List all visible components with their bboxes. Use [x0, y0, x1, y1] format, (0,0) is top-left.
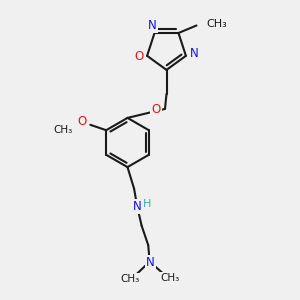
Text: CH₃: CH₃ [53, 124, 72, 135]
Text: H: H [142, 199, 151, 209]
Text: N: N [190, 47, 199, 60]
Text: N: N [148, 19, 157, 32]
Text: O: O [78, 115, 87, 128]
Text: N: N [133, 200, 142, 213]
Text: CH₃: CH₃ [160, 273, 179, 283]
Text: CH₃: CH₃ [206, 19, 227, 29]
Text: N: N [146, 256, 155, 269]
Text: CH₃: CH₃ [120, 274, 139, 284]
Text: O: O [134, 50, 143, 63]
Text: O: O [152, 103, 160, 116]
